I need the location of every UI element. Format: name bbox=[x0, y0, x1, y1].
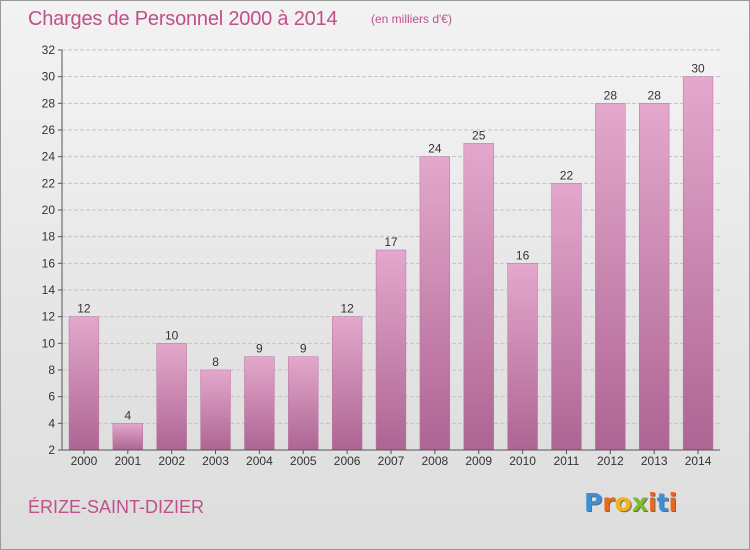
bar bbox=[463, 143, 494, 451]
x-tick-label: 2001 bbox=[114, 454, 141, 468]
data-label: 9 bbox=[300, 342, 307, 356]
chart-subtitle: (en milliers d'€) bbox=[371, 12, 452, 26]
bar bbox=[551, 183, 582, 451]
bar bbox=[595, 103, 626, 451]
bar bbox=[68, 316, 100, 451]
y-tick-label: 22 bbox=[42, 176, 56, 190]
x-tick-label: 2002 bbox=[158, 454, 185, 468]
data-label: 24 bbox=[428, 142, 442, 156]
logo-letter: i bbox=[668, 488, 678, 517]
bar bbox=[288, 356, 319, 451]
x-tick-label: 2014 bbox=[685, 454, 712, 468]
y-tick-label: 30 bbox=[42, 70, 56, 84]
data-label: 22 bbox=[560, 168, 574, 182]
data-label: 4 bbox=[124, 408, 131, 422]
x-tick-label: 2010 bbox=[509, 454, 536, 468]
logo-letter: P bbox=[584, 488, 603, 517]
x-tick-label: 2003 bbox=[202, 454, 229, 468]
proxiti-logo: Proxiti bbox=[584, 488, 677, 517]
bar bbox=[156, 343, 187, 451]
x-tick-label: 2012 bbox=[597, 454, 624, 468]
data-label: 16 bbox=[516, 248, 530, 262]
logo-letter: o bbox=[614, 488, 632, 517]
bar bbox=[200, 369, 231, 451]
x-tick-label: 2005 bbox=[290, 454, 317, 468]
y-tick-label: 26 bbox=[42, 123, 56, 137]
bar bbox=[507, 263, 538, 451]
y-tick-label: 14 bbox=[42, 283, 56, 297]
y-tick-label: 10 bbox=[42, 336, 56, 350]
x-tick-label: 2004 bbox=[246, 454, 273, 468]
data-label: 12 bbox=[77, 302, 91, 316]
data-label: 8 bbox=[212, 355, 219, 369]
x-tick-label: 2008 bbox=[422, 454, 449, 468]
data-label: 28 bbox=[604, 88, 618, 102]
logo-letter: r bbox=[602, 488, 615, 517]
logo-letter: t bbox=[656, 488, 669, 517]
x-tick-label: 2009 bbox=[465, 454, 492, 468]
y-tick-label: 20 bbox=[42, 203, 56, 217]
bar bbox=[639, 103, 670, 451]
bar bbox=[244, 356, 275, 451]
x-tick-label: 2006 bbox=[334, 454, 361, 468]
data-label: 12 bbox=[340, 302, 354, 316]
y-tick-label: 2 bbox=[48, 443, 55, 457]
bar bbox=[682, 76, 714, 451]
y-tick-label: 12 bbox=[42, 310, 56, 324]
data-label: 25 bbox=[472, 128, 486, 142]
y-tick-label: 18 bbox=[42, 230, 56, 244]
y-tick-label: 8 bbox=[48, 363, 55, 377]
data-label: 9 bbox=[256, 342, 263, 356]
commune-name: ÉRIZE-SAINT-DIZIER bbox=[28, 497, 205, 517]
data-label: 28 bbox=[648, 88, 662, 102]
y-tick-label: 28 bbox=[42, 96, 56, 110]
bar bbox=[419, 156, 451, 451]
chart-title: Charges de Personnel 2000 à 2014 bbox=[28, 8, 338, 30]
y-tick-label: 16 bbox=[42, 256, 56, 270]
y-tick-label: 4 bbox=[48, 416, 55, 430]
x-tick-label: 2000 bbox=[71, 454, 98, 468]
bar bbox=[331, 316, 363, 451]
data-label: 17 bbox=[384, 235, 398, 249]
x-tick-label: 2013 bbox=[641, 454, 668, 468]
logo-letter: x bbox=[631, 488, 648, 517]
x-tick-label: 2011 bbox=[554, 454, 580, 468]
bar bbox=[375, 249, 407, 451]
data-label: 10 bbox=[165, 328, 179, 342]
y-tick-label: 6 bbox=[48, 390, 55, 404]
logo-letter: i bbox=[648, 488, 657, 517]
bar bbox=[112, 423, 143, 451]
data-label: 30 bbox=[691, 62, 705, 76]
y-tick-label: 24 bbox=[42, 150, 56, 164]
x-tick-label: 2007 bbox=[378, 454, 405, 468]
y-tick-label: 32 bbox=[42, 43, 56, 57]
